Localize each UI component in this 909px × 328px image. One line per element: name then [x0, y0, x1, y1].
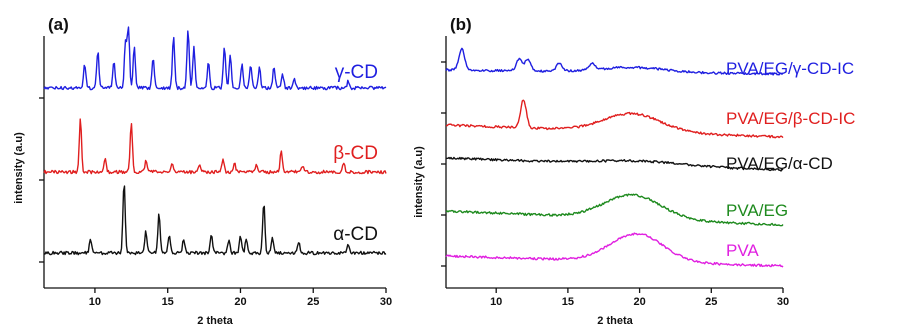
legend-pva-eg-beta-cd-ic: PVA/EG/β-CD-IC	[726, 109, 855, 128]
panel-b: (b) intensity (a.u) 10 15 20 25 30 2 theta P…	[413, 15, 855, 327]
x-tick-label: 25	[307, 296, 319, 308]
x-tick-label: 30	[777, 296, 789, 308]
x-tick-label: 10	[89, 296, 101, 308]
panel-a-ylabel: intensity (a.u)	[13, 132, 25, 204]
x-tick-label: 20	[234, 296, 246, 308]
legend-pva: PVA	[726, 241, 759, 260]
panel-b-xlabel: 2 theta	[597, 315, 633, 327]
series-line-0	[445, 47, 784, 76]
legend-alpha-cd: α-CD	[333, 224, 378, 245]
series-line-1	[445, 99, 784, 139]
series-line-2	[43, 185, 387, 256]
x-tick-label: 30	[380, 296, 392, 308]
legend-gamma-cd: γ-CD	[335, 62, 378, 83]
x-tick-label: 15	[162, 296, 174, 308]
x-tick-label: 20	[633, 296, 645, 308]
x-tick-label: 10	[490, 296, 502, 308]
series-line-3	[445, 193, 784, 227]
x-tick-label: 15	[562, 296, 574, 308]
panel-b-ylabel: intensity (a.u)	[413, 146, 425, 218]
legend-pva-eg-alpha-cd: PVA/EG/α-CD	[726, 154, 833, 173]
panel-a: (a) intensity (a.u) 10 15 20 25 30 2 theta γ…	[13, 15, 392, 327]
legend-beta-cd: β-CD	[333, 143, 378, 164]
x-tick-label: 25	[705, 296, 717, 308]
panel-a-label: (a)	[48, 15, 69, 34]
legend-pva-eg: PVA/EG	[726, 201, 788, 220]
series-line-1	[43, 118, 387, 175]
panel-b-label: (b)	[450, 15, 472, 34]
series-line-2	[445, 156, 784, 172]
legend-pva-eg-gamma-cd-ic: PVA/EG/γ-CD-IC	[726, 59, 854, 78]
panel-a-xlabel: 2 theta	[197, 315, 233, 327]
series-line-0	[43, 26, 387, 91]
series-line-4	[445, 232, 784, 268]
